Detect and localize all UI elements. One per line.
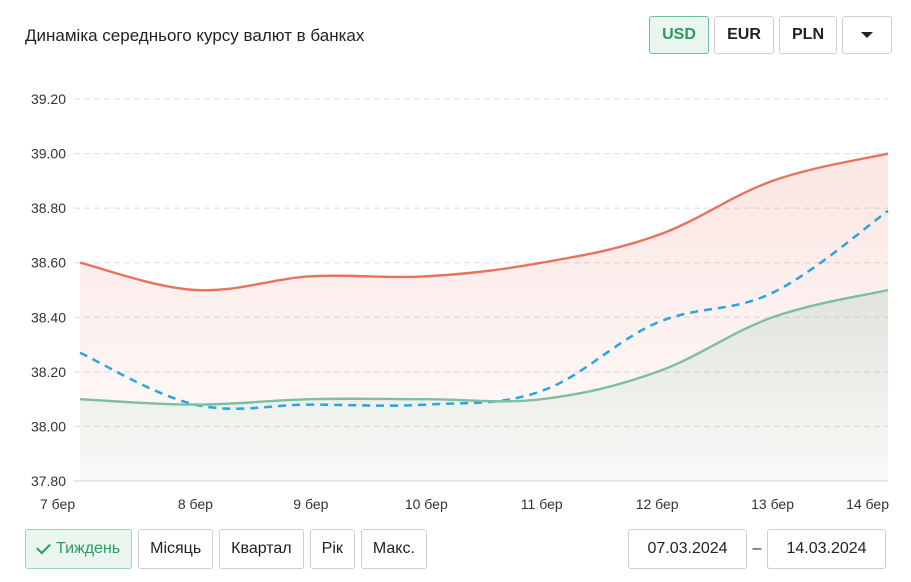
area-buy	[80, 290, 888, 481]
period-quarter-button[interactable]: Квартал	[219, 529, 304, 569]
exchange-rate-chart: 37.80 38.00 38.20 38.40 38.60 38.80 39.00 39.20…	[31, 91, 889, 512]
period-week-button[interactable]: Тиждень	[25, 529, 133, 569]
currency-switcher: USD EUR PLN	[649, 16, 892, 54]
eur-button[interactable]: EUR	[714, 16, 774, 54]
y-tick-label: 38.20	[31, 364, 66, 380]
line-sell	[79, 152, 889, 292]
y-tick-label: 39.20	[31, 91, 66, 107]
series-lines	[79, 152, 889, 410]
usd-button[interactable]: USD	[649, 16, 709, 54]
date-from-field[interactable]: 07.03.2024	[628, 529, 747, 569]
x-tick-label: 10 бер	[405, 496, 448, 512]
x-axis: 7 бер 8 бер 9 бер 10 бер 11 бер 12 бер 13 бер 1…	[40, 496, 889, 512]
y-tick-label: 37.80	[31, 473, 66, 489]
chart-title: Динаміка середнього курсу валют в банках	[25, 26, 365, 45]
y-tick-label: 38.40	[31, 309, 66, 325]
period-year-button[interactable]: Рік	[309, 529, 355, 569]
currency-dropdown-button[interactable]	[842, 16, 892, 54]
period-max-button[interactable]: Макс.	[360, 529, 427, 569]
x-tick-label: 9 бер	[293, 496, 328, 512]
x-tick-label: 13 бер	[751, 496, 794, 512]
period-switcher: Тиждень Місяць Квартал Рік Макс.	[25, 529, 427, 569]
check-icon	[36, 539, 51, 555]
y-tick-label: 38.80	[31, 200, 66, 216]
period-week-label: Тиждень	[56, 540, 121, 557]
y-axis: 37.80 38.00 38.20 38.40 38.60 38.80 39.00 39.20	[31, 91, 66, 489]
x-tick-label: 14 бер	[846, 496, 889, 512]
date-range: 07.03.2024 – 14.03.2024	[628, 529, 886, 569]
date-to-field[interactable]: 14.03.2024	[767, 529, 886, 569]
x-tick-label: 8 бер	[178, 496, 213, 512]
y-tick-label: 38.00	[31, 418, 66, 434]
pln-button[interactable]: PLN	[779, 16, 837, 54]
y-tick-label: 38.60	[31, 255, 66, 271]
chevron-down-icon	[861, 32, 873, 38]
period-month-button[interactable]: Місяць	[138, 529, 214, 569]
x-tick-label: 12 бер	[636, 496, 679, 512]
x-tick-label: 7 бер	[40, 496, 75, 512]
series-areas	[80, 153, 888, 482]
date-separator: –	[752, 540, 762, 557]
x-tick-label: 11 бер	[521, 496, 563, 512]
y-tick-label: 39.00	[31, 146, 66, 162]
line-buy	[79, 288, 889, 406]
